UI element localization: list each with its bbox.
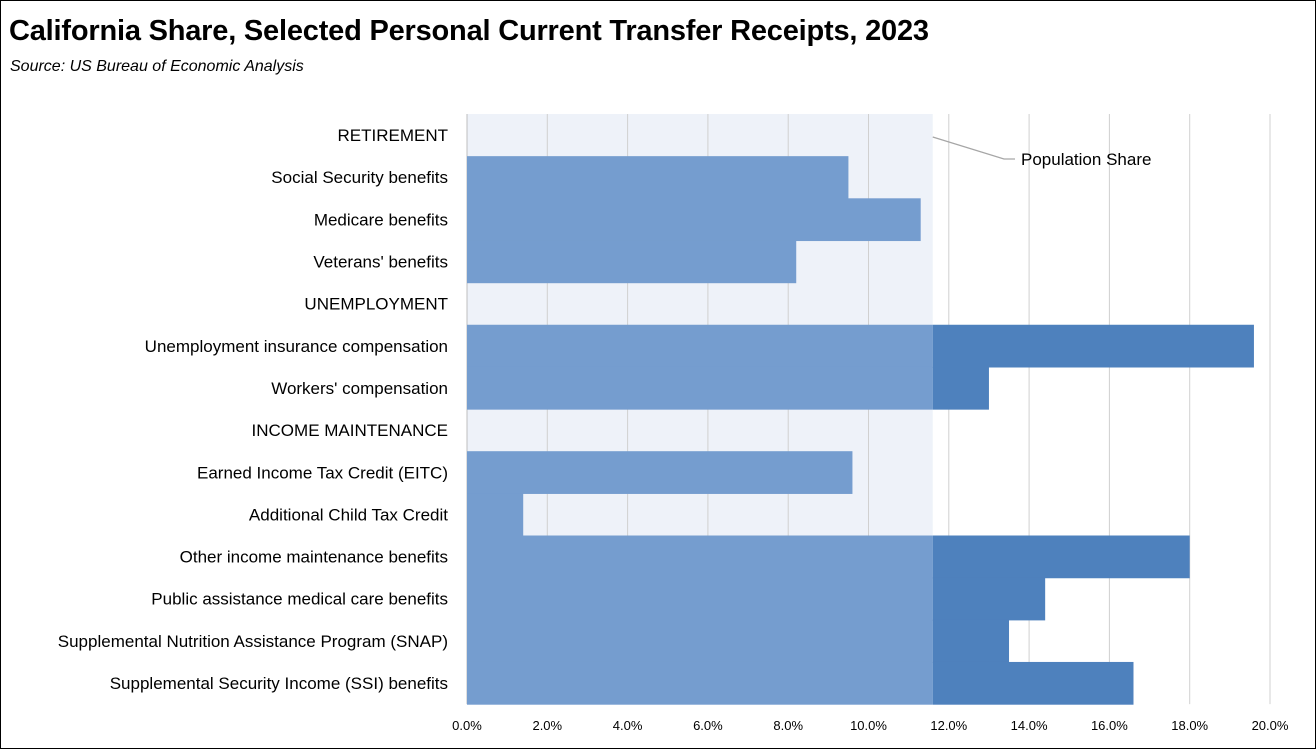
chart-subtitle: Source: US Bureau of Economic Analysis — [10, 58, 304, 75]
category-label: Social Security benefits — [271, 168, 448, 187]
bar — [467, 324, 933, 368]
bar — [467, 198, 921, 242]
bar — [467, 366, 933, 410]
category-label: Supplemental Security Income (SSI) benef… — [110, 674, 448, 693]
x-tick-label: 10.0% — [850, 718, 887, 733]
x-tick-label: 2.0% — [532, 718, 562, 733]
x-tick-label: 8.0% — [773, 718, 803, 733]
bar — [467, 240, 797, 284]
category-label: UNEMPLOYMENT — [304, 295, 448, 314]
bar-above-population-share — [932, 366, 989, 410]
bar — [467, 493, 524, 537]
bar — [467, 156, 849, 199]
category-label: Medicare benefits — [314, 210, 448, 229]
bar — [467, 535, 933, 579]
category-label: Unemployment insurance compensation — [145, 337, 448, 356]
category-label: Supplemental Nutrition Assistance Progra… — [58, 632, 448, 651]
annotation-leader-line — [932, 136, 1015, 160]
bar-above-population-share — [932, 324, 1254, 368]
category-label: Earned Income Tax Credit (EITC) — [197, 463, 448, 482]
category-label: Public assistance medical care benefits — [151, 590, 448, 609]
x-tick-label: 4.0% — [613, 718, 643, 733]
bar-above-population-share — [932, 661, 1134, 705]
x-tick-label: 12.0% — [930, 718, 967, 733]
category-label: Workers' compensation — [271, 379, 448, 398]
x-tick-label: 14.0% — [1011, 718, 1048, 733]
bar-above-population-share — [932, 577, 1046, 621]
bar — [467, 619, 933, 663]
category-label: INCOME MAINTENANCE — [252, 421, 448, 440]
bar-above-population-share — [932, 535, 1190, 579]
category-label: Additional Child Tax Credit — [249, 505, 448, 524]
x-tick-label: 6.0% — [693, 718, 723, 733]
x-tick-label: 0.0% — [452, 718, 482, 733]
x-tick-label: 20.0% — [1252, 718, 1289, 733]
chart-title: California Share, Selected Personal Curr… — [9, 15, 929, 47]
category-label: Veterans' benefits — [313, 253, 448, 272]
category-label: RETIREMENT — [338, 126, 449, 145]
bar-above-population-share — [932, 619, 1010, 663]
bar — [467, 451, 853, 494]
bar — [467, 577, 933, 621]
category-label: Other income maintenance benefits — [180, 548, 448, 567]
population-share-label: Population Share — [1021, 150, 1151, 169]
x-tick-label: 16.0% — [1091, 718, 1128, 733]
bar — [467, 661, 933, 705]
x-tick-label: 18.0% — [1171, 718, 1208, 733]
